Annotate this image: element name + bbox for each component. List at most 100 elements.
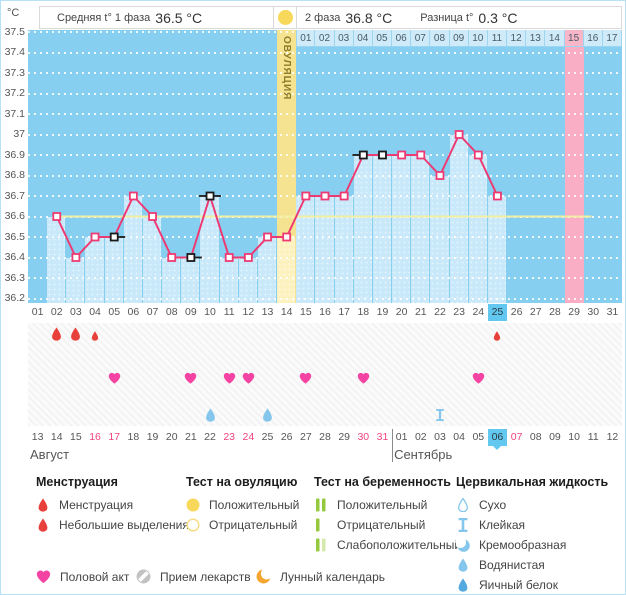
date-cell[interactable]: 24 (242, 431, 255, 443)
date-cell[interactable]: 06 (487, 429, 508, 446)
cycle-day-cell[interactable]: 15 (299, 306, 312, 318)
phase2-summary: 2 фаза 36.8 °C Разница t° 0.3 °C (297, 6, 622, 29)
cycle-day-cell[interactable]: 17 (338, 306, 350, 318)
temperature-point[interactable] (263, 232, 272, 242)
temperature-point[interactable] (378, 150, 387, 160)
cycle-day-cell[interactable]: 19 (376, 306, 389, 318)
date-cell[interactable]: 16 (89, 431, 101, 443)
date-cell[interactable]: 14 (50, 431, 63, 443)
date-cell[interactable]: 12 (606, 431, 619, 443)
temperature-point[interactable] (301, 191, 311, 201)
date-cell[interactable]: 11 (587, 431, 599, 443)
cycle-day-cell[interactable]: 14 (280, 306, 293, 318)
cycle-day-cell[interactable]: 16 (319, 306, 331, 318)
cycle-day-cell[interactable]: 10 (204, 306, 216, 318)
temperature-point[interactable] (205, 191, 215, 201)
spotting-drop-icon (36, 518, 53, 532)
legend-item-label: Положительный (337, 498, 428, 512)
date-cell[interactable]: 15 (70, 431, 82, 443)
date-cell[interactable]: 23 (223, 431, 236, 443)
ovulation-test-positive-marker (273, 6, 297, 29)
date-cell[interactable]: 17 (108, 431, 121, 443)
temperature-point[interactable] (339, 191, 349, 201)
temperature-point[interactable] (416, 150, 426, 160)
today-notch (493, 446, 502, 450)
intercourse-icon (108, 372, 121, 384)
temperature-point[interactable] (397, 150, 407, 160)
temperature-point[interactable] (167, 253, 177, 262)
temperature-point[interactable] (320, 191, 330, 201)
temperature-point[interactable] (493, 191, 502, 201)
date-cell[interactable]: 26 (280, 431, 293, 443)
date-cell[interactable]: 07 (510, 431, 523, 443)
cycle-day-cell[interactable]: 28 (549, 306, 561, 318)
temperature-point[interactable] (282, 232, 292, 242)
temperature-point[interactable] (71, 253, 81, 262)
date-cell[interactable]: 18 (127, 431, 140, 443)
temperature-point[interactable] (224, 253, 234, 262)
temperature-point[interactable] (148, 212, 157, 221)
cycle-day-cell[interactable]: 11 (223, 306, 235, 318)
date-cell[interactable]: 25 (261, 431, 274, 443)
temperature-point[interactable] (128, 191, 138, 201)
date-cell[interactable]: 27 (299, 431, 312, 443)
temperature-point[interactable] (243, 253, 253, 262)
intercourse-icon (472, 372, 485, 384)
cycle-day-cell[interactable]: 18 (357, 306, 370, 318)
date-cell[interactable]: 04 (453, 431, 465, 443)
cycle-day-cell[interactable]: 25 (487, 304, 508, 321)
date-cell[interactable]: 30 (357, 431, 370, 443)
date-cell[interactable]: 03 (434, 431, 446, 443)
date-cell[interactable]: 21 (185, 431, 197, 443)
date-cell[interactable]: 31 (376, 431, 389, 443)
cycle-day-cell[interactable]: 04 (89, 306, 101, 318)
cycle-day-cell[interactable]: 12 (242, 306, 255, 318)
cycle-day-cell[interactable]: 26 (510, 306, 523, 318)
legend-item: Половой акт (36, 569, 129, 584)
temperature-point[interactable] (358, 150, 368, 160)
cycle-day-cell[interactable]: 13 (261, 306, 274, 318)
cycle-day-cell[interactable]: 20 (395, 306, 408, 318)
cycle-day-cell[interactable]: 09 (185, 306, 197, 318)
cycle-day-cell[interactable]: 05 (108, 306, 121, 318)
cycle-day-cell[interactable]: 21 (414, 306, 427, 318)
date-cell[interactable]: 10 (568, 431, 580, 443)
date-cell[interactable]: 01 (395, 431, 408, 443)
cycle-day-cell[interactable]: 23 (453, 306, 465, 318)
temperature-point[interactable] (454, 130, 464, 139)
date-cell[interactable]: 02 (414, 431, 427, 443)
legend-item: Сухо (456, 495, 608, 515)
legend-item: Водянистая (456, 555, 608, 575)
cycle-day-cell[interactable]: 31 (606, 306, 619, 318)
temperature-point[interactable] (90, 232, 100, 242)
cycle-day-cell[interactable]: 07 (146, 306, 159, 318)
temperature-point[interactable] (109, 232, 119, 242)
date-cell[interactable]: 13 (31, 431, 44, 443)
cycle-day-cell[interactable]: 24 (472, 306, 485, 318)
date-cell[interactable]: 05 (472, 431, 485, 443)
temperature-point[interactable] (186, 253, 196, 262)
cycle-day-cell[interactable]: 08 (165, 306, 178, 318)
temperature-point[interactable] (52, 212, 62, 221)
cycle-day-cell[interactable]: 30 (587, 306, 600, 318)
date-cell[interactable]: 08 (529, 431, 542, 443)
ovulation-positive-icon (186, 498, 203, 512)
cycle-day-cell[interactable]: 29 (568, 306, 580, 318)
date-cell[interactable]: 22 (204, 431, 216, 443)
temperature-point[interactable] (473, 150, 483, 160)
cycle-day-cell[interactable]: 01 (31, 306, 44, 318)
legend-item: Яичный белок (456, 575, 608, 594)
date-cell[interactable]: 09 (549, 431, 561, 443)
temperature-point[interactable] (435, 171, 445, 180)
gridline (28, 92, 622, 95)
date-cell[interactable]: 28 (319, 431, 331, 443)
date-cell[interactable]: 29 (338, 431, 350, 443)
cycle-day-cell[interactable]: 27 (529, 306, 542, 318)
cycle-day-cell[interactable]: 06 (127, 306, 140, 318)
dpo-cell: 11 (487, 30, 508, 47)
cycle-day-cell[interactable]: 02 (50, 306, 63, 318)
cycle-day-cell[interactable]: 22 (434, 306, 446, 318)
cycle-day-cell[interactable]: 03 (70, 306, 82, 318)
date-cell[interactable]: 19 (146, 431, 159, 443)
date-cell[interactable]: 20 (165, 431, 178, 443)
